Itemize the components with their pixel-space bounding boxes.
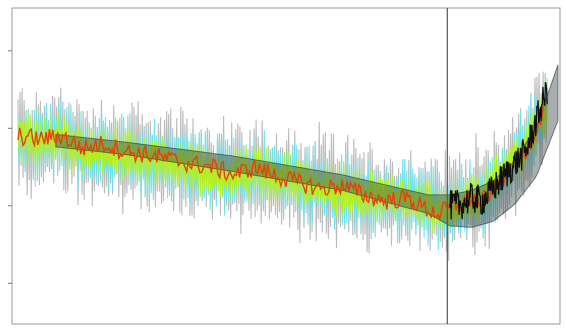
series-line-4 (449, 81, 548, 220)
plot-frame (11, 7, 561, 325)
shaded-band (55, 64, 559, 228)
line-layer (17, 81, 548, 222)
band-layer (55, 64, 559, 228)
axis-layer (8, 8, 448, 324)
